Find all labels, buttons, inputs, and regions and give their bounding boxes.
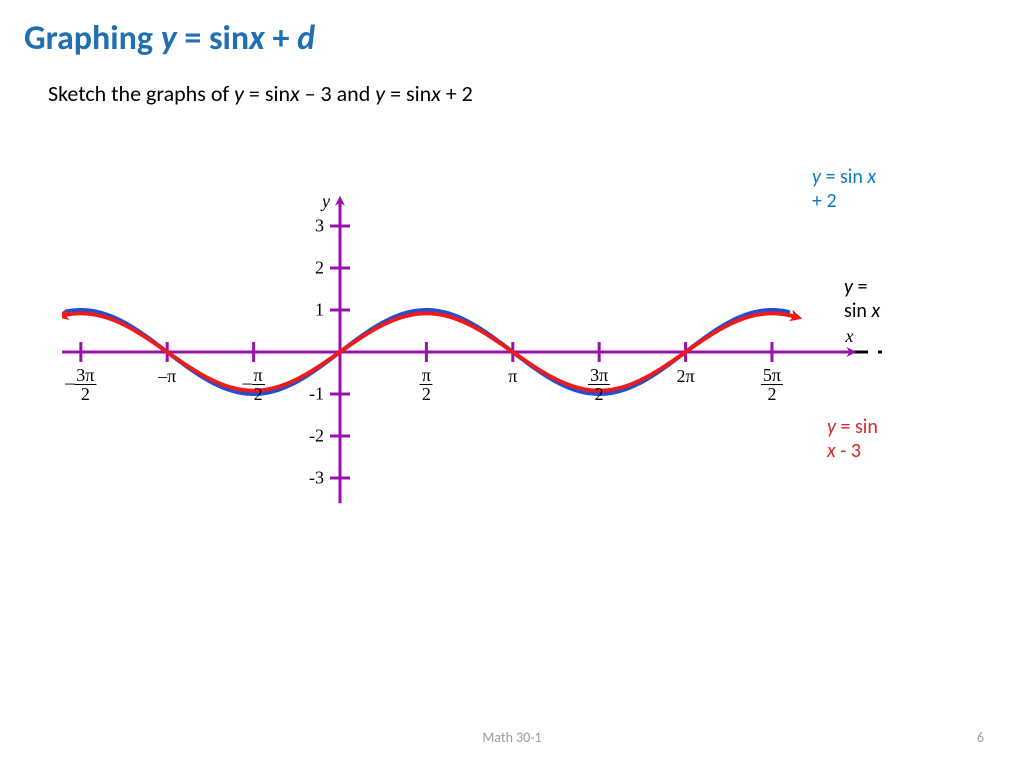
lbl-black-x: x bbox=[871, 299, 880, 323]
sub-x1: x bbox=[290, 80, 300, 107]
sub-op1: – 3 and bbox=[300, 80, 376, 107]
slide-title: Graphing y = sinx + d bbox=[24, 18, 315, 59]
y-tick-label: -3 bbox=[309, 468, 324, 489]
lbl-blue-mid: = sin bbox=[821, 165, 867, 189]
title-y: y bbox=[161, 18, 177, 59]
x-tick-label: –π2 bbox=[243, 366, 265, 403]
y-tick-label: 3 bbox=[315, 216, 324, 237]
chart-svg: yx bbox=[62, 130, 882, 610]
sub-prefix: Sketch the graphs of bbox=[48, 80, 234, 107]
equation-label-blue: y = sin x + 2 bbox=[812, 165, 882, 213]
equation-label-red: y = sin x - 3 bbox=[827, 415, 882, 463]
sub-y1: y bbox=[234, 80, 244, 107]
lbl-red-y: y bbox=[827, 415, 836, 439]
y-tick-label: -2 bbox=[309, 426, 324, 447]
chart-area: yx –3π2–π–π2π2π3π22π5π2-3-2-1123 y = sin… bbox=[62, 130, 882, 610]
sub-mid2: = sin bbox=[385, 80, 431, 107]
sub-y2: y bbox=[375, 80, 385, 107]
x-tick-label: π bbox=[508, 366, 517, 387]
svg-text:x: x bbox=[845, 326, 854, 346]
title-prefix: Graphing bbox=[24, 18, 161, 59]
lbl-blue-x: x bbox=[867, 165, 876, 189]
title-plus: + bbox=[265, 18, 297, 59]
lbl-blue-y: y bbox=[812, 165, 821, 189]
x-tick-label: –π bbox=[158, 366, 176, 387]
x-tick-label: 2π bbox=[677, 366, 695, 387]
title-d: d bbox=[297, 18, 315, 59]
svg-text:y: y bbox=[320, 191, 330, 211]
y-tick-label: 2 bbox=[315, 258, 324, 279]
title-mid: = sin bbox=[177, 18, 249, 59]
sub-x2: x bbox=[431, 80, 441, 107]
sub-op2: + 2 bbox=[441, 80, 473, 107]
footer-course: Math 30-1 bbox=[482, 729, 541, 746]
lbl-black-y: y bbox=[844, 275, 853, 299]
x-tick-label: –3π2 bbox=[65, 366, 96, 403]
lbl-blue-suf: + 2 bbox=[812, 189, 837, 213]
x-tick-label: π2 bbox=[420, 366, 433, 403]
footer-page-number: 6 bbox=[977, 729, 984, 746]
sub-mid1: = sin bbox=[244, 80, 290, 107]
x-tick-label: 3π2 bbox=[588, 366, 610, 403]
lbl-red-suf: - 3 bbox=[836, 439, 861, 463]
y-tick-label: -1 bbox=[309, 384, 324, 405]
equation-label-black: y = sin x bbox=[844, 275, 882, 323]
lbl-red-x: x bbox=[827, 439, 836, 463]
y-tick-label: 1 bbox=[315, 300, 324, 321]
lbl-red-mid: = sin bbox=[836, 415, 878, 439]
x-tick-label: 5π2 bbox=[761, 366, 783, 403]
title-x: x bbox=[249, 18, 265, 59]
subtitle: Sketch the graphs of y = sinx – 3 and y … bbox=[48, 80, 473, 107]
